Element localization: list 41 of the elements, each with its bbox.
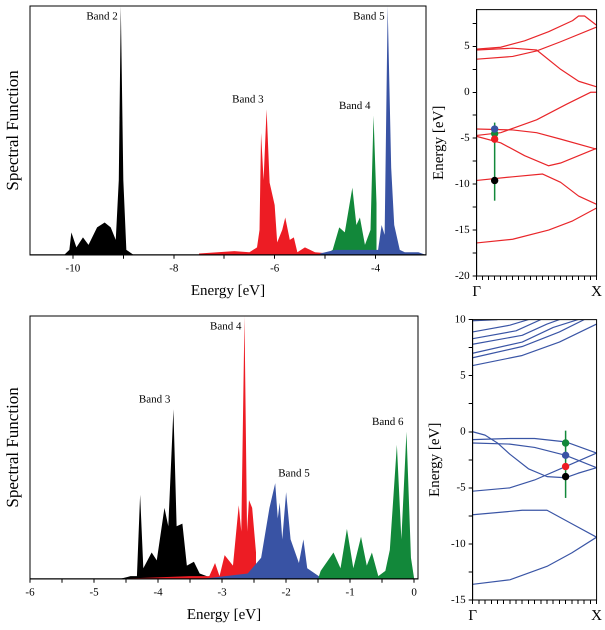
x-tick-label: -4 — [153, 586, 164, 598]
x-tick-label: -4 — [370, 262, 381, 274]
y-tick-label: -5 — [456, 482, 466, 494]
x-tick-label: X — [591, 284, 602, 300]
y-tick-label: 10 — [454, 313, 466, 326]
annotation: Band 3 — [232, 94, 264, 106]
y-tick-label: -10 — [450, 538, 466, 550]
y-axis-title: Energy [eV] — [426, 422, 443, 497]
x-tick-label: 0 — [411, 586, 418, 598]
x-axis-title: Energy [eV] — [186, 606, 262, 623]
y-tick-label: 0 — [460, 426, 466, 438]
y-tick-label: -10 — [454, 178, 470, 190]
annotation: Band 4 — [210, 320, 242, 332]
annotation: Band 6 — [372, 416, 404, 428]
x-tick-label: Γ — [472, 284, 482, 300]
y-tick-label: -15 — [454, 224, 470, 236]
annotation: Band 2 — [86, 10, 118, 22]
annotation: Band 5 — [353, 10, 386, 22]
y-tick-label: 5 — [460, 370, 466, 382]
x-tick-label: -10 — [66, 262, 81, 274]
x-tick-label: -1 — [346, 586, 355, 598]
x-tick-label: -6 — [25, 586, 36, 598]
x-tick-label: X — [591, 608, 602, 624]
y-tick-label: -15 — [450, 594, 466, 606]
y-axis-title: Energy [eV] — [430, 106, 447, 180]
annotation: Band 5 — [278, 468, 310, 480]
x-tick-label: Γ — [468, 608, 478, 624]
y-tick-label: -5 — [460, 132, 470, 144]
x-axis-title: Energy [eV] — [190, 282, 266, 299]
x-tick-label: -3 — [217, 586, 228, 598]
x-tick-label: -6 — [270, 262, 280, 274]
annotation: Band 3 — [138, 394, 171, 406]
x-tick-label: -5 — [89, 586, 100, 598]
x-tick-label: -2 — [282, 586, 291, 598]
annotation: Band 4 — [339, 100, 372, 112]
x-tick-label: -8 — [169, 262, 179, 274]
y-axis-title: Spectral Function — [2, 70, 22, 191]
y-tick-label: 5 — [464, 40, 470, 52]
y-axis-title: Spectral Function — [2, 386, 22, 508]
y-tick-label: 0 — [464, 86, 470, 98]
y-tick-label: -20 — [454, 270, 470, 282]
